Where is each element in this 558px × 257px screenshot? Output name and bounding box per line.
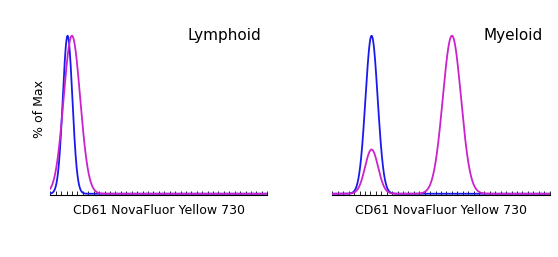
X-axis label: CD61 NovaFluor Yellow 730: CD61 NovaFluor Yellow 730 <box>355 204 527 217</box>
Text: Myeloid: Myeloid <box>484 28 543 43</box>
X-axis label: CD61 NovaFluor Yellow 730: CD61 NovaFluor Yellow 730 <box>73 204 245 217</box>
Y-axis label: % of Max: % of Max <box>33 80 46 138</box>
Text: Lymphoid: Lymphoid <box>187 28 261 43</box>
